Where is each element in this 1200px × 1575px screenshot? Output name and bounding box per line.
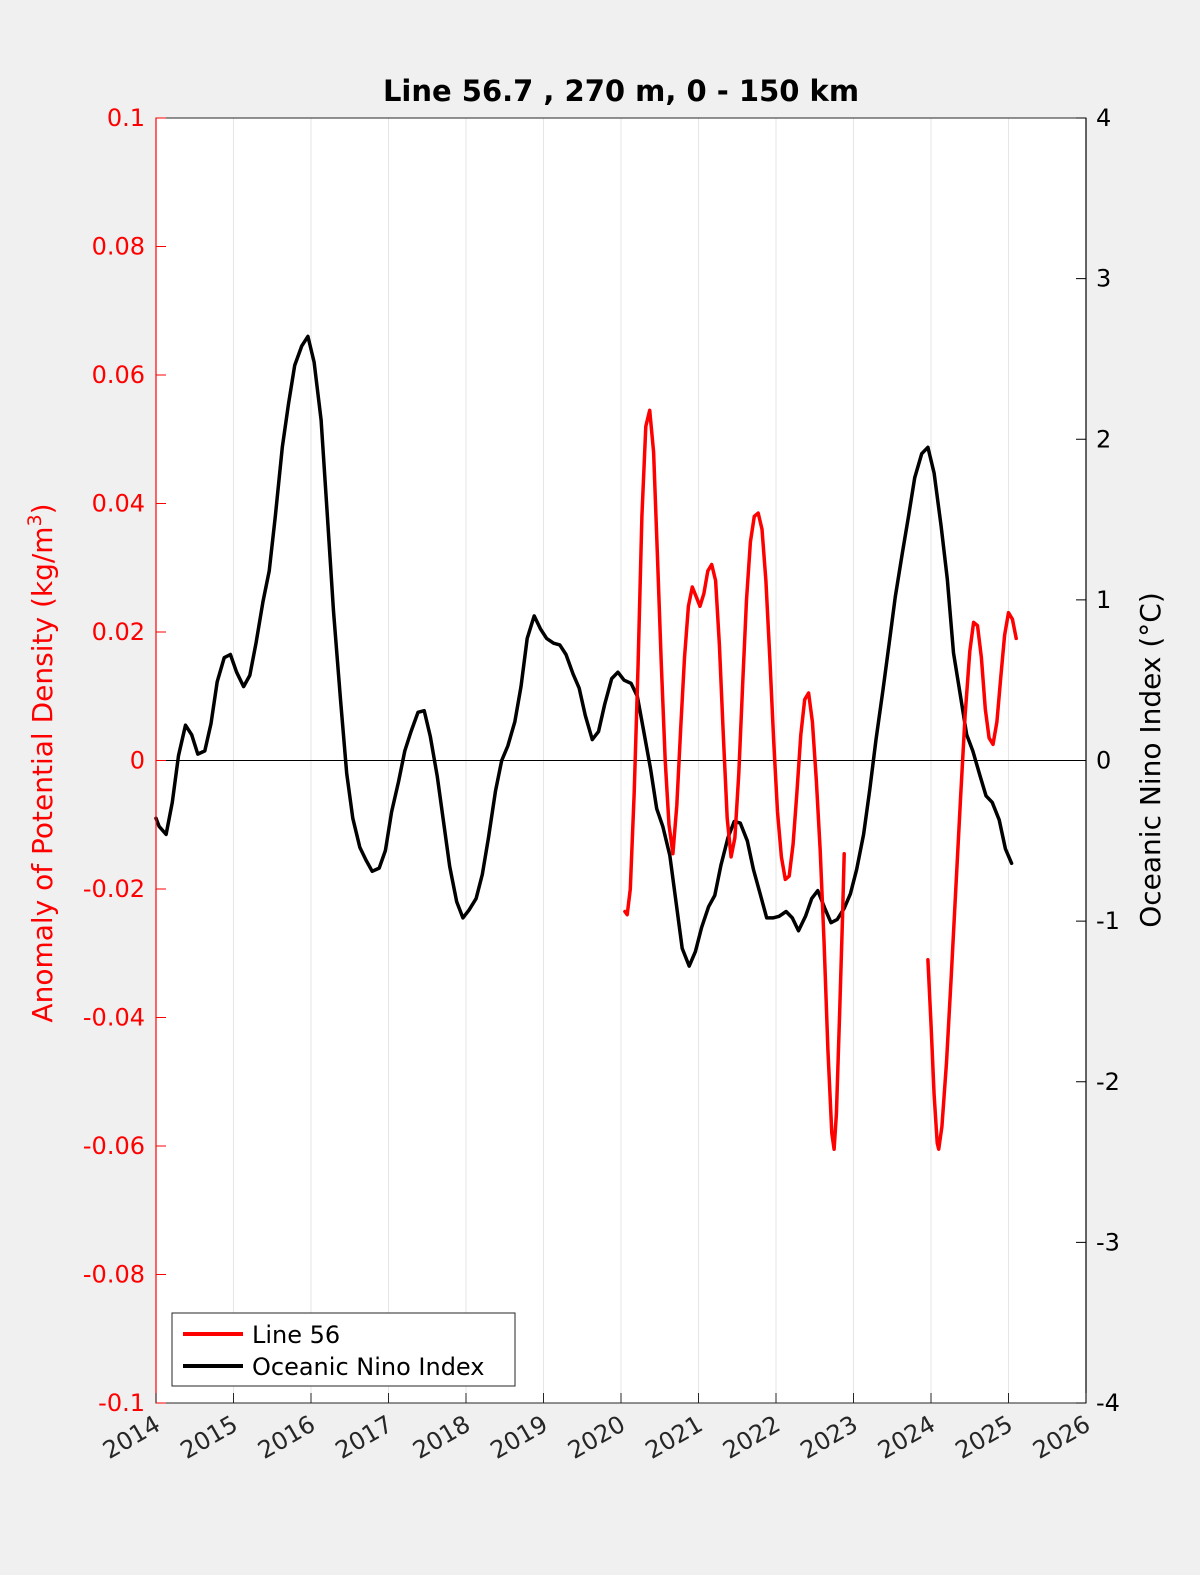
y-left-tick-label: -0.1: [98, 1389, 145, 1417]
y-left-tick-label: -0.04: [83, 1004, 145, 1032]
y-left-tick-label: 0.02: [92, 618, 145, 646]
x-tick-label: 2020: [563, 1410, 630, 1465]
y-right-tick-label: -1: [1096, 907, 1120, 935]
series-line-oni: [154, 334, 1014, 968]
legend-box: [171, 1312, 516, 1387]
x-tick-label: 2021: [641, 1410, 708, 1465]
x-tick-label: 2017: [331, 1410, 398, 1465]
x-tick-label: 2016: [253, 1410, 320, 1465]
y-left-tick-label: -0.02: [83, 875, 145, 903]
x-tick-label: 2014: [98, 1410, 165, 1465]
series-layer: [154, 334, 1018, 1151]
y-axis-left-label: Anomaly of Potential Density (kg/m3): [24, 503, 59, 1022]
y-right-tick-label: 1: [1096, 586, 1111, 614]
x-tick-label: 2015: [176, 1410, 243, 1465]
x-tick-label: 2023: [796, 1410, 863, 1465]
y-left-tick-label: 0: [130, 747, 145, 775]
x-tick-label: 2018: [408, 1410, 475, 1465]
y-right-tick-label: -4: [1096, 1389, 1120, 1417]
y-left-tick-label: 0.04: [92, 490, 145, 518]
y-left-tick-label: 0.08: [92, 233, 145, 261]
y-axis-left-label-sup: 3: [24, 514, 46, 526]
y-axis-left-label-main: Anomaly of Potential Density (kg/m: [26, 526, 59, 1022]
y-right-tick-label: 4: [1096, 104, 1111, 132]
legend-label-line56: Line 56: [252, 1321, 340, 1349]
x-tick-label: 2022: [718, 1410, 785, 1465]
y-axis-right-label: Oceanic Nino Index (°C): [1134, 592, 1167, 928]
series-line-line56-segment-1: [623, 408, 846, 1151]
legend-label-oni: Oceanic Nino Index: [252, 1353, 484, 1381]
y-axis-left-label-close: ): [26, 503, 59, 514]
x-tick-label: 2024: [873, 1410, 940, 1465]
y-left-tick-label: -0.06: [83, 1132, 145, 1160]
x-tick-label: 2026: [1028, 1410, 1095, 1465]
x-tick-label: 2019: [486, 1410, 553, 1465]
y-right-tick-label: 0: [1096, 747, 1111, 775]
series-line-line56-segment-2: [926, 610, 1018, 1151]
y-left-tick-label: -0.08: [83, 1261, 145, 1289]
chart-title: Line 56.7 , 270 m, 0 - 150 km: [383, 74, 859, 108]
y-right-tick-label: -3: [1096, 1228, 1120, 1256]
y-right-tick-label: -2: [1096, 1068, 1120, 1096]
y-left-tick-label: 0.06: [92, 361, 145, 389]
legend: Line 56 Oceanic Nino Index: [171, 1312, 516, 1387]
y-left-tick-label: 0.1: [107, 104, 145, 132]
x-tick-label: 2025: [951, 1410, 1018, 1465]
y-right-tick-label: 2: [1096, 425, 1111, 453]
y-right-tick-label: 3: [1096, 265, 1111, 293]
